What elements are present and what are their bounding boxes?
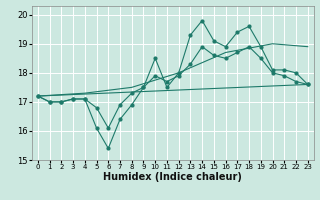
X-axis label: Humidex (Indice chaleur): Humidex (Indice chaleur) [103, 172, 242, 182]
